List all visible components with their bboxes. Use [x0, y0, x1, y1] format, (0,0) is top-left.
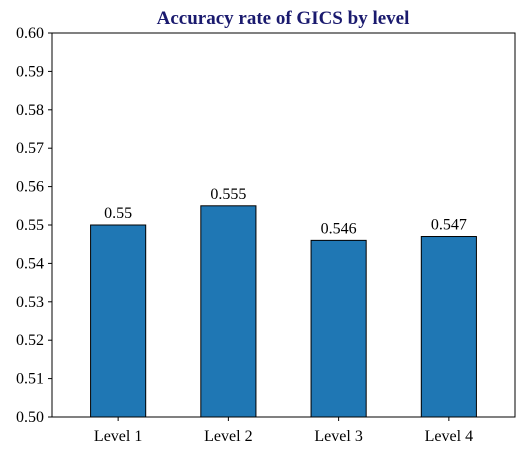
x-axis: Level 1 Level 2 Level 3 Level 4	[94, 417, 473, 445]
y-tick-label: 0.50	[16, 409, 44, 426]
y-tick-label: 0.59	[16, 63, 44, 80]
y-tick-label: 0.56	[16, 179, 44, 196]
bar	[420, 236, 477, 418]
x-tick-label: Level 4	[425, 428, 473, 445]
bar	[200, 205, 257, 418]
bar-data-label: 0.55	[104, 205, 132, 222]
x-tick-label: Level 3	[314, 428, 362, 445]
y-tick-label: 0.53	[16, 294, 44, 311]
y-tick-label: 0.54	[16, 255, 44, 272]
y-tick-label: 0.58	[16, 102, 44, 119]
y-tick-label: 0.51	[16, 371, 44, 388]
bar-data-label: 0.555	[210, 186, 246, 203]
plot-frame	[51, 32, 516, 418]
y-tick-label: 0.60	[16, 25, 44, 42]
y-tick-label: 0.55	[16, 217, 44, 234]
bar-data-label: 0.547	[431, 217, 467, 234]
chart-title: Accuracy rate of GICS by level	[157, 8, 410, 29]
x-tick-label: Level 1	[94, 428, 142, 445]
x-tick-label: Level 2	[204, 428, 252, 445]
bar	[310, 239, 367, 418]
bar-data-label: 0.546	[321, 220, 357, 237]
y-tick-label: 0.52	[16, 332, 44, 349]
y-axis: 0.50 0.51 0.52 0.53 0.54 0.55 0.56 0.57 0.58 0.59…	[16, 25, 52, 426]
bars	[90, 205, 477, 418]
y-tick-label: 0.57	[16, 140, 44, 157]
data-labels: 0.55 0.555 0.546 0.547	[104, 186, 467, 238]
bar	[90, 224, 147, 418]
